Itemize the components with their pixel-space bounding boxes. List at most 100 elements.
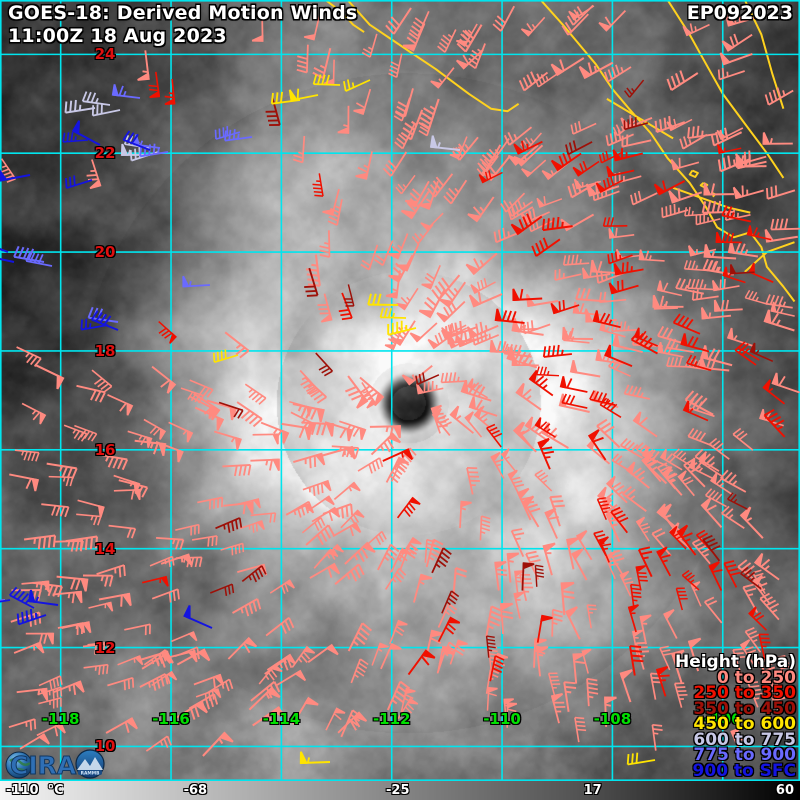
wind-barb	[402, 23, 426, 52]
wind-barb	[559, 376, 588, 393]
wind-barb	[596, 418, 621, 449]
wind-barb	[16, 687, 49, 701]
wind-barb	[65, 535, 99, 551]
wind-barb	[436, 300, 466, 323]
wind-barb	[735, 155, 767, 168]
wind-barb	[775, 655, 791, 681]
wind-barb	[748, 606, 767, 631]
wind-barb	[347, 622, 373, 652]
wind-barb	[8, 718, 37, 731]
wind-barb	[174, 646, 200, 658]
wind-barb	[80, 318, 109, 331]
wind-barb	[332, 521, 362, 537]
wind-barb	[683, 458, 706, 488]
wind-barb	[521, 159, 547, 178]
wind-barb	[191, 535, 218, 547]
wind-barb	[224, 331, 250, 359]
wind-barb	[443, 179, 468, 205]
wind-barb	[183, 605, 213, 629]
wind-barb	[550, 150, 582, 172]
wind-barb	[633, 327, 659, 347]
satellite-map[interactable]	[0, 0, 800, 781]
colorbar-tick: 17	[583, 783, 602, 798]
wind-barb	[52, 590, 83, 604]
wind-barb	[744, 289, 768, 305]
wind-barb	[235, 498, 261, 510]
map-border	[0, 0, 800, 781]
wind-barb	[455, 23, 478, 47]
wind-barb	[409, 322, 438, 343]
wind-barb	[528, 369, 554, 397]
wind-barb	[719, 52, 753, 66]
wind-barb	[721, 205, 751, 223]
wind-barb	[698, 452, 722, 477]
wind-barb	[521, 562, 535, 591]
wind-barb	[621, 134, 652, 148]
wind-barb	[513, 140, 543, 155]
wind-barb	[513, 591, 525, 619]
wind-barb	[739, 639, 757, 667]
wind-barb	[744, 627, 762, 653]
wind-barb	[355, 151, 373, 180]
wind-barb	[292, 135, 306, 164]
wind-barb	[213, 430, 242, 450]
wind-barb	[722, 266, 746, 284]
wind-barb	[359, 376, 385, 407]
wind-barb	[682, 23, 710, 37]
wind-barb	[762, 132, 793, 145]
wind-barb	[604, 696, 617, 727]
wind-barb	[620, 438, 643, 459]
wind-barb	[586, 604, 597, 629]
wind-barb	[210, 583, 235, 597]
wind-barb	[510, 213, 543, 236]
wind-barb	[124, 623, 151, 636]
wind-barb	[212, 349, 239, 363]
wind-barb	[489, 339, 521, 354]
wind-barb	[91, 369, 113, 393]
wind-barb	[380, 642, 402, 670]
wind-barb	[675, 587, 688, 611]
wind-barb	[592, 310, 621, 329]
wind-barb	[0, 599, 6, 602]
wind-barb	[41, 503, 70, 518]
wind-barb	[720, 469, 747, 493]
wind-barb	[361, 33, 378, 58]
wind-barb	[437, 616, 461, 642]
wind-barb	[486, 423, 503, 448]
wind-barb	[668, 188, 703, 204]
wind-barb	[441, 590, 460, 614]
wind-barb	[466, 378, 488, 399]
wind-barb	[301, 421, 335, 437]
wind-barb	[566, 537, 580, 570]
wind-barb	[752, 569, 766, 595]
wind-barb	[151, 588, 180, 603]
wind-barb	[319, 543, 344, 563]
wind-barb	[670, 157, 700, 171]
wind-barb	[672, 448, 694, 468]
wind-barb	[575, 287, 608, 303]
wind-barb	[344, 541, 376, 565]
wind-barb	[19, 733, 50, 750]
wind-barb	[9, 473, 40, 492]
coastline	[539, 0, 796, 303]
wind-barb	[681, 569, 700, 591]
wind-barb	[193, 673, 225, 688]
wind-barb	[690, 581, 702, 607]
wind-barb	[142, 575, 169, 587]
wind-barb	[659, 645, 673, 671]
wind-barb	[686, 354, 712, 372]
wind-barb	[343, 284, 355, 307]
wind-barb	[727, 240, 759, 258]
wind-barb	[635, 565, 648, 591]
coastline	[688, 169, 699, 178]
wind-barb	[312, 173, 324, 197]
wind-barb	[554, 268, 582, 281]
wind-barb	[478, 170, 503, 184]
wind-barb	[627, 604, 639, 633]
wind-barb	[638, 249, 665, 262]
wind-barb	[244, 383, 267, 405]
wind-barb	[612, 118, 638, 137]
wind-barb	[16, 346, 42, 367]
wind-barb	[447, 336, 474, 349]
wind-barb	[382, 151, 408, 177]
